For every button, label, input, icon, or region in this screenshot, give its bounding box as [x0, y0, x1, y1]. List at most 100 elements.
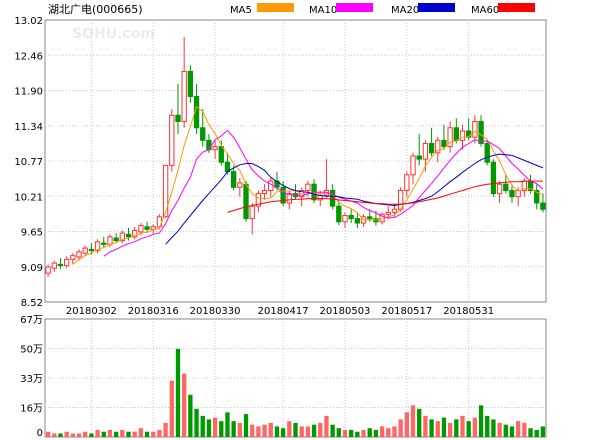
candle-up	[94, 241, 101, 252]
candle-up	[391, 208, 398, 213]
candle-down	[187, 70, 194, 97]
volume-bar-up	[287, 421, 292, 437]
candle-up	[119, 232, 125, 242]
candle-down	[125, 233, 132, 238]
volume-bar-up	[404, 412, 409, 437]
candle-down	[534, 189, 540, 204]
volume-bar-up	[516, 421, 521, 437]
volume-bar-up	[386, 428, 391, 437]
candle-up	[286, 193, 292, 204]
volume-bar-up	[107, 429, 113, 437]
candle-up	[249, 205, 255, 220]
volume-bar-down	[200, 415, 205, 437]
volume-bar-down	[503, 424, 508, 437]
price-tick-label: 9.09	[21, 263, 43, 274]
candle-up	[305, 183, 311, 191]
volume-bar-down	[441, 417, 447, 437]
volume-bar-down	[429, 419, 434, 437]
ma-line-ma20	[165, 153, 544, 245]
candle-down	[416, 155, 422, 160]
candle-down	[274, 180, 280, 188]
price-tick-label: 13.02	[14, 16, 43, 27]
candle-down	[466, 130, 472, 138]
volume-bar-up	[45, 431, 51, 437]
legend-swatch-ma60	[498, 3, 535, 12]
volume-bar-down	[311, 424, 317, 437]
volume-bar-up	[472, 417, 478, 437]
candle-down	[200, 127, 206, 141]
price-panel: 13.02 12.46 11.90 11.34 10.77 10.21 9.65 9.09 8.…	[14, 16, 547, 317]
volume-bar-down	[417, 408, 422, 437]
volume-bar-up	[132, 431, 137, 437]
candle-up	[404, 174, 410, 191]
legend-label-ma5: MA5	[230, 5, 252, 16]
candle-down	[329, 189, 336, 207]
candle-up	[169, 114, 175, 166]
candle-down	[540, 202, 546, 210]
candle-down	[144, 226, 150, 230]
volume-bar-up	[83, 431, 88, 437]
volume-bar-up	[398, 419, 403, 437]
price-tick-label: 10.77	[14, 157, 43, 168]
candle-up	[138, 225, 144, 233]
volume-tick-label: 50万	[20, 345, 43, 356]
volume-bar-down	[509, 426, 515, 437]
volume-bar-down	[534, 429, 539, 437]
candle-down	[503, 183, 509, 191]
candle-up	[261, 189, 268, 195]
volume-bar-up	[342, 429, 348, 437]
volume-bar-down	[454, 419, 459, 437]
candle-down	[243, 183, 249, 220]
candle-up	[76, 251, 82, 258]
volume-bar-down	[330, 424, 335, 437]
volume-bar-down	[528, 428, 533, 437]
volume-tick-label: 16万	[20, 404, 43, 415]
volume-bar-up	[435, 421, 440, 437]
volume-bar-up	[460, 415, 465, 437]
date-tick-label: 20180302	[66, 306, 117, 317]
ma-line-ma10	[103, 129, 544, 257]
volume-bar-down	[58, 433, 63, 437]
candle-up	[70, 255, 76, 260]
candle-down	[490, 161, 497, 195]
volume-bar-up	[52, 433, 57, 437]
candle-down	[367, 216, 373, 220]
candle-up	[107, 236, 113, 245]
price-tick-label: 11.90	[14, 87, 43, 98]
candle-down	[509, 189, 515, 198]
volume-bar-down	[485, 415, 490, 437]
volume-bar-down	[206, 419, 212, 437]
candle-down	[101, 242, 107, 245]
volume-bar-up	[268, 422, 273, 437]
volume-tick-label: 0	[37, 428, 43, 439]
candle-down	[57, 263, 64, 267]
volume-bar-up	[497, 422, 502, 437]
candle-up	[150, 226, 156, 230]
price-tick-label: 11.34	[14, 122, 43, 133]
candle-up	[132, 230, 138, 238]
volume-bar-down	[355, 431, 360, 437]
volume-bar-up	[299, 426, 304, 437]
candle-down	[484, 142, 490, 163]
candle-up	[255, 193, 262, 207]
volume-bar-down	[144, 431, 150, 437]
candle-down	[453, 127, 459, 141]
candle-down	[175, 114, 181, 123]
candle-up	[422, 142, 429, 160]
volume-bar-up	[423, 415, 428, 437]
candle-down	[428, 142, 435, 154]
volume-bar-down	[349, 429, 354, 437]
candle-down	[441, 139, 447, 148]
volume-tick-label: 33万	[20, 374, 43, 385]
volume-bar-down	[491, 419, 496, 437]
volume-bar-down	[280, 428, 286, 437]
price-tick-label: 9.65	[21, 228, 43, 239]
candle-up	[82, 247, 88, 254]
volume-bar-down	[231, 421, 236, 437]
volume-bar-down	[89, 433, 94, 437]
candle-up	[268, 180, 274, 191]
candle-up	[51, 262, 57, 269]
candle-up	[410, 155, 416, 176]
legend-swatch-ma5	[257, 3, 294, 12]
